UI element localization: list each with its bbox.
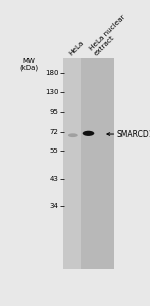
Text: 72: 72: [49, 129, 58, 135]
Text: HeLa: HeLa: [68, 39, 85, 57]
Bar: [81, 58, 114, 269]
Ellipse shape: [83, 131, 94, 136]
Bar: [63, 58, 114, 269]
Bar: [63, 58, 81, 269]
Ellipse shape: [68, 133, 78, 137]
Text: 180: 180: [45, 70, 58, 76]
Text: HeLa nuclear
extract: HeLa nuclear extract: [88, 14, 131, 57]
Text: 43: 43: [49, 176, 58, 182]
Text: MW
(kDa): MW (kDa): [20, 58, 39, 71]
Text: 55: 55: [50, 148, 58, 154]
Text: 130: 130: [45, 89, 58, 95]
Text: 34: 34: [49, 203, 58, 209]
Text: 95: 95: [49, 109, 58, 115]
Text: SMARCD1: SMARCD1: [117, 129, 150, 139]
